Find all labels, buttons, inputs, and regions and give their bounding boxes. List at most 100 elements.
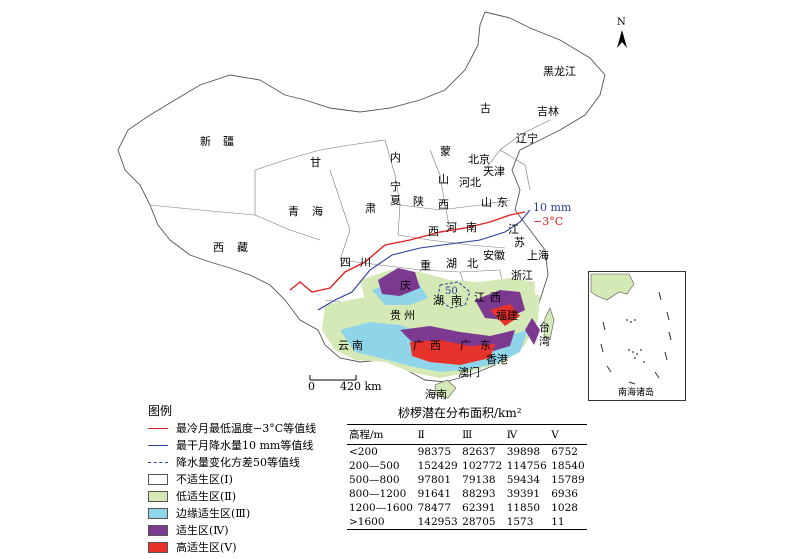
table-cell: 6752: [551, 446, 578, 458]
label-beijing: 北京: [468, 153, 490, 166]
label-hai: 海: [312, 205, 323, 218]
label-hu2: 湖: [433, 294, 444, 307]
table-cell: 39898: [506, 446, 541, 458]
table-cell: 62391: [462, 502, 496, 514]
legend-label: 不适生区(Ⅰ): [176, 473, 233, 486]
precip-isoline: [317, 209, 531, 311]
table-row: 500—800 97801 79138 59434 15789: [347, 473, 587, 487]
table-cell: 88293: [462, 488, 496, 500]
label-jiang: 疆: [223, 135, 234, 148]
table-cell: 1573: [504, 515, 550, 530]
label-xi2: 西: [428, 225, 439, 238]
label-liaoning: 辽宁: [516, 132, 538, 145]
table-cell: 11: [549, 515, 587, 530]
label-jiang2: 江: [474, 291, 485, 304]
label-shan: 山: [438, 173, 449, 186]
table-cell: 97801: [417, 474, 452, 486]
label-jiangsu-1: 江: [508, 223, 519, 236]
label-hainan: 海南: [425, 388, 447, 401]
legend-item-precip-line: 最干月降水量10 mm等值线: [148, 438, 313, 452]
south-china-sea-inset: [588, 271, 686, 401]
legend-item-temp-line: 最冷月最低温度−3°C等值线: [148, 421, 316, 435]
taiwan-island: [543, 307, 555, 341]
label-macau: 澳门: [458, 366, 480, 379]
label-chuan: 川: [360, 256, 371, 269]
table-cell: 1200—1600: [349, 502, 413, 514]
label-nan2: 南: [451, 294, 462, 307]
blue-line-icon: [148, 444, 168, 446]
label-nan: 南: [466, 221, 477, 234]
table-cell: 91641: [417, 488, 452, 500]
table-header-row: 高程/m Ⅱ Ⅲ Ⅳ Ⅴ: [347, 424, 587, 445]
legend-item-unsuitable: 不适生区(Ⅰ): [148, 472, 233, 486]
table-row: >1600 142953 28705 1573 11: [347, 515, 587, 530]
legend-item-marginal: 边缘适生区(Ⅲ): [148, 506, 250, 520]
table-cell: 15789: [551, 474, 585, 486]
label-xi5: 西: [430, 339, 441, 352]
legend-label: 适生区(Ⅳ): [176, 524, 229, 537]
table-cell: >1600: [347, 515, 416, 530]
white-swatch-icon: [148, 473, 168, 485]
table-cell: 114756: [506, 460, 547, 472]
legend-item-variance-line: 降水量变化方差50等值线: [148, 455, 300, 469]
table-cell: 79138: [462, 474, 496, 486]
label-wan: 湾: [539, 335, 550, 348]
table-cell: 1028: [551, 502, 578, 514]
legend-label: 边缘适生区(Ⅲ): [176, 507, 251, 520]
blue-swatch-icon: [148, 507, 168, 519]
label-guang: 广: [413, 339, 424, 352]
label-heilongjiang: 黑龙江: [543, 65, 576, 78]
label-meng: 蒙: [440, 145, 451, 158]
label-zhou: 州: [404, 309, 415, 322]
label-gu: 古: [480, 102, 491, 115]
table-cell: 18540: [551, 460, 585, 472]
dashed-line-icon: [148, 461, 168, 463]
variance-isoline-label: 50: [445, 286, 458, 297]
label-dong: 东: [497, 196, 508, 209]
table-cell: 59434: [506, 474, 541, 486]
label-jilin: 吉林: [537, 105, 559, 118]
table-row: <200 98375 82637 39898 6752: [347, 445, 587, 460]
north-arrow-icon: [617, 30, 627, 48]
label-tai: 台: [539, 321, 550, 334]
label-xi3: 西: [438, 198, 449, 211]
table-cell: 11850: [506, 502, 541, 514]
label-xin: 新: [200, 135, 211, 148]
legend-label: 低适生区(Ⅱ): [176, 490, 237, 503]
label-nan3: 南: [352, 339, 363, 352]
table-cell: <200: [349, 446, 378, 458]
label-ning: 宁: [390, 180, 401, 193]
label-tianjin: 天津: [483, 165, 505, 178]
table-header: Ⅴ: [549, 424, 587, 445]
label-gan: 甘: [310, 156, 321, 169]
label-hu: 湖: [446, 257, 457, 270]
label-qing: 青: [288, 205, 299, 218]
label-zang: 藏: [237, 241, 248, 254]
label-xi: 西: [213, 241, 224, 254]
label-xia: 夏: [390, 194, 401, 207]
temp-isoline: [289, 211, 526, 293]
label-hongkong: 香港: [486, 353, 508, 366]
legend-title: 图例: [148, 404, 173, 418]
table-row: 800—1200 91641 88293 39391 6936: [347, 487, 587, 501]
label-yun: 云: [338, 339, 349, 352]
label-fujian: 福建: [496, 309, 518, 322]
north-label: N: [617, 17, 626, 28]
label-shanghai: 上海: [527, 249, 549, 262]
inset-title: 南海诸岛: [618, 388, 655, 398]
green-swatch-icon: [148, 490, 168, 502]
label-xi4: 西: [490, 291, 501, 304]
scale-start-label: 0: [308, 380, 315, 393]
table-cell: 200—500: [349, 460, 400, 472]
table-row: 200—500 152429 102772 114756 18540: [347, 459, 587, 473]
area-table: 高程/m Ⅱ Ⅲ Ⅳ Ⅴ <200 98375 82637 39898 6752…: [347, 424, 587, 530]
label-su: 肃: [365, 202, 376, 215]
purple-swatch-icon: [148, 524, 168, 536]
legend-item-high: 高适生区(Ⅴ): [148, 540, 237, 554]
legend-item-suitable: 适生区(Ⅳ): [148, 523, 229, 537]
precip-isoline-label: 10 mm: [533, 201, 572, 214]
legend-label: 最干月降水量10 mm等值线: [176, 439, 314, 452]
label-he: 河: [446, 221, 457, 234]
label-hebei: 河北: [459, 176, 481, 189]
